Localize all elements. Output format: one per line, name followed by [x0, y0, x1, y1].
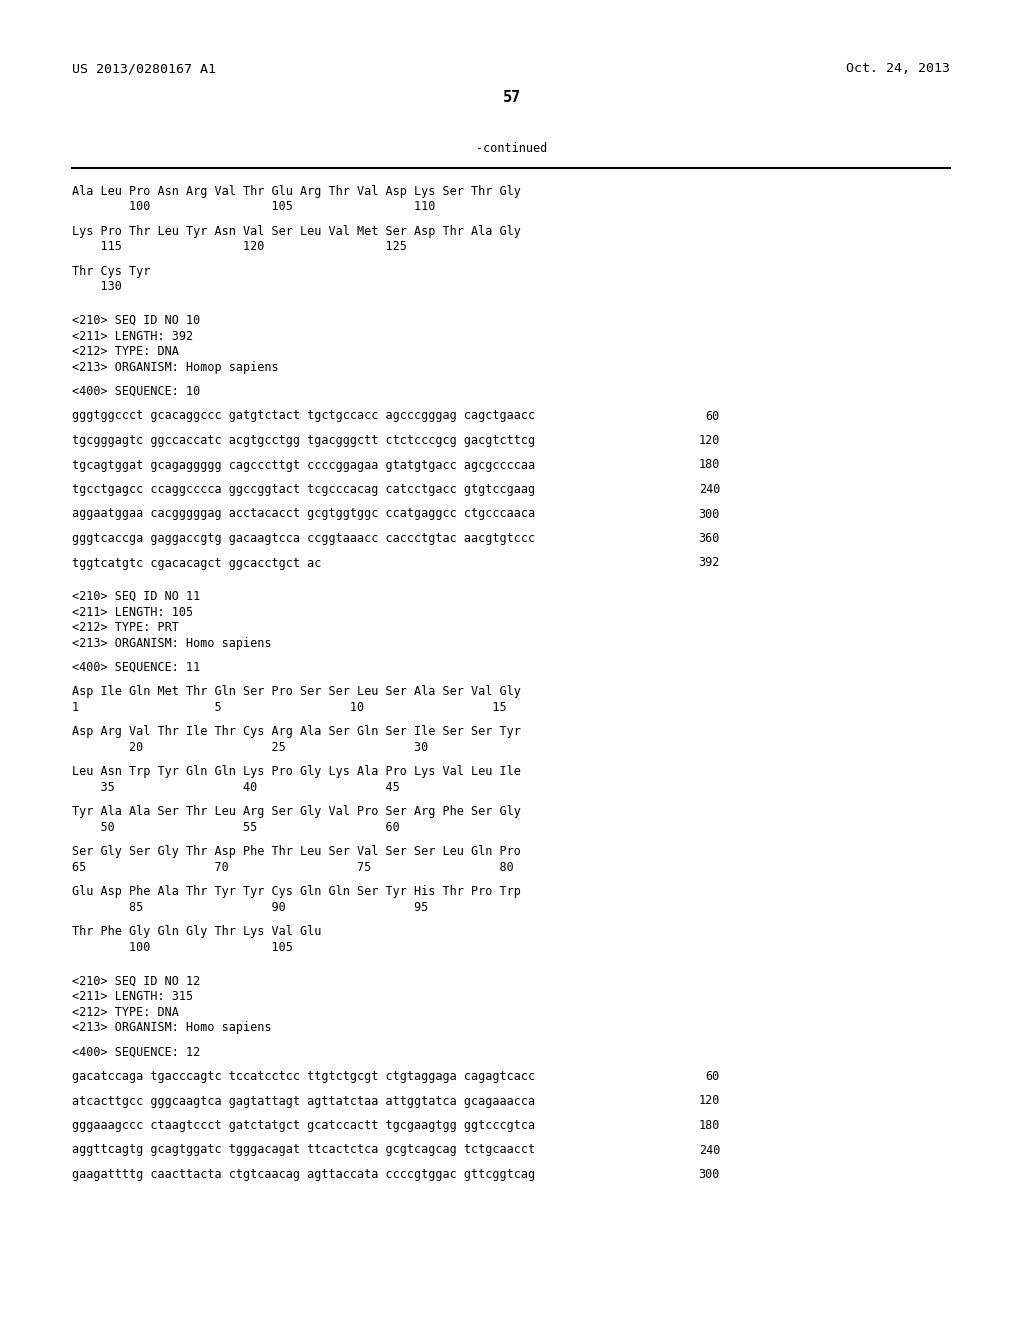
- Text: 60: 60: [706, 1071, 720, 1082]
- Text: atcacttgcc gggcaagtca gagtattagt agttatctaa attggtatca gcagaaacca: atcacttgcc gggcaagtca gagtattagt agttatc…: [72, 1094, 536, 1107]
- Text: <210> SEQ ID NO 12: <210> SEQ ID NO 12: [72, 974, 201, 987]
- Text: 240: 240: [698, 483, 720, 496]
- Text: <211> LENGTH: 392: <211> LENGTH: 392: [72, 330, 194, 342]
- Text: <400> SEQUENCE: 10: <400> SEQUENCE: 10: [72, 385, 201, 399]
- Text: -continued: -continued: [476, 143, 548, 154]
- Text: <211> LENGTH: 105: <211> LENGTH: 105: [72, 606, 194, 619]
- Text: 50                  55                  60: 50 55 60: [72, 821, 399, 834]
- Text: <213> ORGANISM: Homo sapiens: <213> ORGANISM: Homo sapiens: [72, 636, 271, 649]
- Text: aggaatggaa cacgggggag acctacacct gcgtggtggc ccatgaggcc ctgcccaaca: aggaatggaa cacgggggag acctacacct gcgtggt…: [72, 507, 536, 520]
- Text: 180: 180: [698, 1119, 720, 1133]
- Text: <210> SEQ ID NO 11: <210> SEQ ID NO 11: [72, 590, 201, 603]
- Text: tgcctgagcc ccaggcccca ggccggtact tcgcccacag catcctgacc gtgtccgaag: tgcctgagcc ccaggcccca ggccggtact tcgccca…: [72, 483, 536, 496]
- Text: 65                  70                  75                  80: 65 70 75 80: [72, 861, 514, 874]
- Text: 60: 60: [706, 409, 720, 422]
- Text: 100                 105: 100 105: [72, 941, 293, 954]
- Text: <212> TYPE: DNA: <212> TYPE: DNA: [72, 1006, 179, 1019]
- Text: <211> LENGTH: 315: <211> LENGTH: 315: [72, 990, 194, 1003]
- Text: 57: 57: [503, 90, 521, 106]
- Text: gggaaagccc ctaagtccct gatctatgct gcatccactt tgcgaagtgg ggtcccgtca: gggaaagccc ctaagtccct gatctatgct gcatcca…: [72, 1119, 536, 1133]
- Text: <212> TYPE: PRT: <212> TYPE: PRT: [72, 620, 179, 634]
- Text: <213> ORGANISM: Homop sapiens: <213> ORGANISM: Homop sapiens: [72, 360, 279, 374]
- Text: tggtcatgtc cgacacagct ggcacctgct ac: tggtcatgtc cgacacagct ggcacctgct ac: [72, 557, 322, 569]
- Text: 300: 300: [698, 1168, 720, 1181]
- Text: Ser Gly Ser Gly Thr Asp Phe Thr Leu Ser Val Ser Ser Leu Gln Pro: Ser Gly Ser Gly Thr Asp Phe Thr Leu Ser …: [72, 846, 521, 858]
- Text: 20                  25                  30: 20 25 30: [72, 741, 428, 754]
- Text: 300: 300: [698, 507, 720, 520]
- Text: 85                  90                  95: 85 90 95: [72, 902, 428, 913]
- Text: Asp Arg Val Thr Ile Thr Cys Arg Ala Ser Gln Ser Ile Ser Ser Tyr: Asp Arg Val Thr Ile Thr Cys Arg Ala Ser …: [72, 726, 521, 738]
- Text: 35                  40                  45: 35 40 45: [72, 781, 399, 795]
- Text: Tyr Ala Ala Ser Thr Leu Arg Ser Gly Val Pro Ser Arg Phe Ser Gly: Tyr Ala Ala Ser Thr Leu Arg Ser Gly Val …: [72, 805, 521, 818]
- Text: Glu Asp Phe Ala Thr Tyr Tyr Cys Gln Gln Ser Tyr His Thr Pro Trp: Glu Asp Phe Ala Thr Tyr Tyr Cys Gln Gln …: [72, 886, 521, 899]
- Text: gggtggccct gcacaggccc gatgtctact tgctgccacc agcccgggag cagctgaacc: gggtggccct gcacaggccc gatgtctact tgctgcc…: [72, 409, 536, 422]
- Text: tgcagtggat gcagaggggg cagcccttgt ccccggagaa gtatgtgacc agcgccccaa: tgcagtggat gcagaggggg cagcccttgt ccccgga…: [72, 458, 536, 471]
- Text: 120: 120: [698, 1094, 720, 1107]
- Text: tgcgggagtc ggccaccatc acgtgcctgg tgacgggctt ctctcccgcg gacgtcttcg: tgcgggagtc ggccaccatc acgtgcctgg tgacggg…: [72, 434, 536, 447]
- Text: gaagattttg caacttacta ctgtcaacag agttaccata ccccgtggac gttcggtcag: gaagattttg caacttacta ctgtcaacag agttacc…: [72, 1168, 536, 1181]
- Text: 120: 120: [698, 434, 720, 447]
- Text: 180: 180: [698, 458, 720, 471]
- Text: 392: 392: [698, 557, 720, 569]
- Text: 130: 130: [72, 281, 122, 293]
- Text: gggtcaccga gaggaccgtg gacaagtcca ccggtaaacc caccctgtac aacgtgtccc: gggtcaccga gaggaccgtg gacaagtcca ccggtaa…: [72, 532, 536, 545]
- Text: Oct. 24, 2013: Oct. 24, 2013: [846, 62, 950, 75]
- Text: Asp Ile Gln Met Thr Gln Ser Pro Ser Ser Leu Ser Ala Ser Val Gly: Asp Ile Gln Met Thr Gln Ser Pro Ser Ser …: [72, 685, 521, 698]
- Text: aggttcagtg gcagtggatc tgggacagat ttcactctca gcgtcagcag tctgcaacct: aggttcagtg gcagtggatc tgggacagat ttcactc…: [72, 1143, 536, 1156]
- Text: 240: 240: [698, 1143, 720, 1156]
- Text: <210> SEQ ID NO 10: <210> SEQ ID NO 10: [72, 314, 201, 327]
- Text: US 2013/0280167 A1: US 2013/0280167 A1: [72, 62, 216, 75]
- Text: Leu Asn Trp Tyr Gln Gln Lys Pro Gly Lys Ala Pro Lys Val Leu Ile: Leu Asn Trp Tyr Gln Gln Lys Pro Gly Lys …: [72, 766, 521, 779]
- Text: Ala Leu Pro Asn Arg Val Thr Glu Arg Thr Val Asp Lys Ser Thr Gly: Ala Leu Pro Asn Arg Val Thr Glu Arg Thr …: [72, 185, 521, 198]
- Text: Thr Cys Tyr: Thr Cys Tyr: [72, 265, 151, 279]
- Text: <400> SEQUENCE: 11: <400> SEQUENCE: 11: [72, 661, 201, 675]
- Text: gacatccaga tgacccagtc tccatcctcc ttgtctgcgt ctgtaggaga cagagtcacc: gacatccaga tgacccagtc tccatcctcc ttgtctg…: [72, 1071, 536, 1082]
- Text: Lys Pro Thr Leu Tyr Asn Val Ser Leu Val Met Ser Asp Thr Ala Gly: Lys Pro Thr Leu Tyr Asn Val Ser Leu Val …: [72, 224, 521, 238]
- Text: <213> ORGANISM: Homo sapiens: <213> ORGANISM: Homo sapiens: [72, 1020, 271, 1034]
- Text: 100                 105                 110: 100 105 110: [72, 201, 435, 214]
- Text: 1                   5                  10                  15: 1 5 10 15: [72, 701, 507, 714]
- Text: <212> TYPE: DNA: <212> TYPE: DNA: [72, 345, 179, 358]
- Text: Thr Phe Gly Gln Gly Thr Lys Val Glu: Thr Phe Gly Gln Gly Thr Lys Val Glu: [72, 925, 322, 939]
- Text: 115                 120                 125: 115 120 125: [72, 240, 407, 253]
- Text: 360: 360: [698, 532, 720, 545]
- Text: <400> SEQUENCE: 12: <400> SEQUENCE: 12: [72, 1045, 201, 1059]
